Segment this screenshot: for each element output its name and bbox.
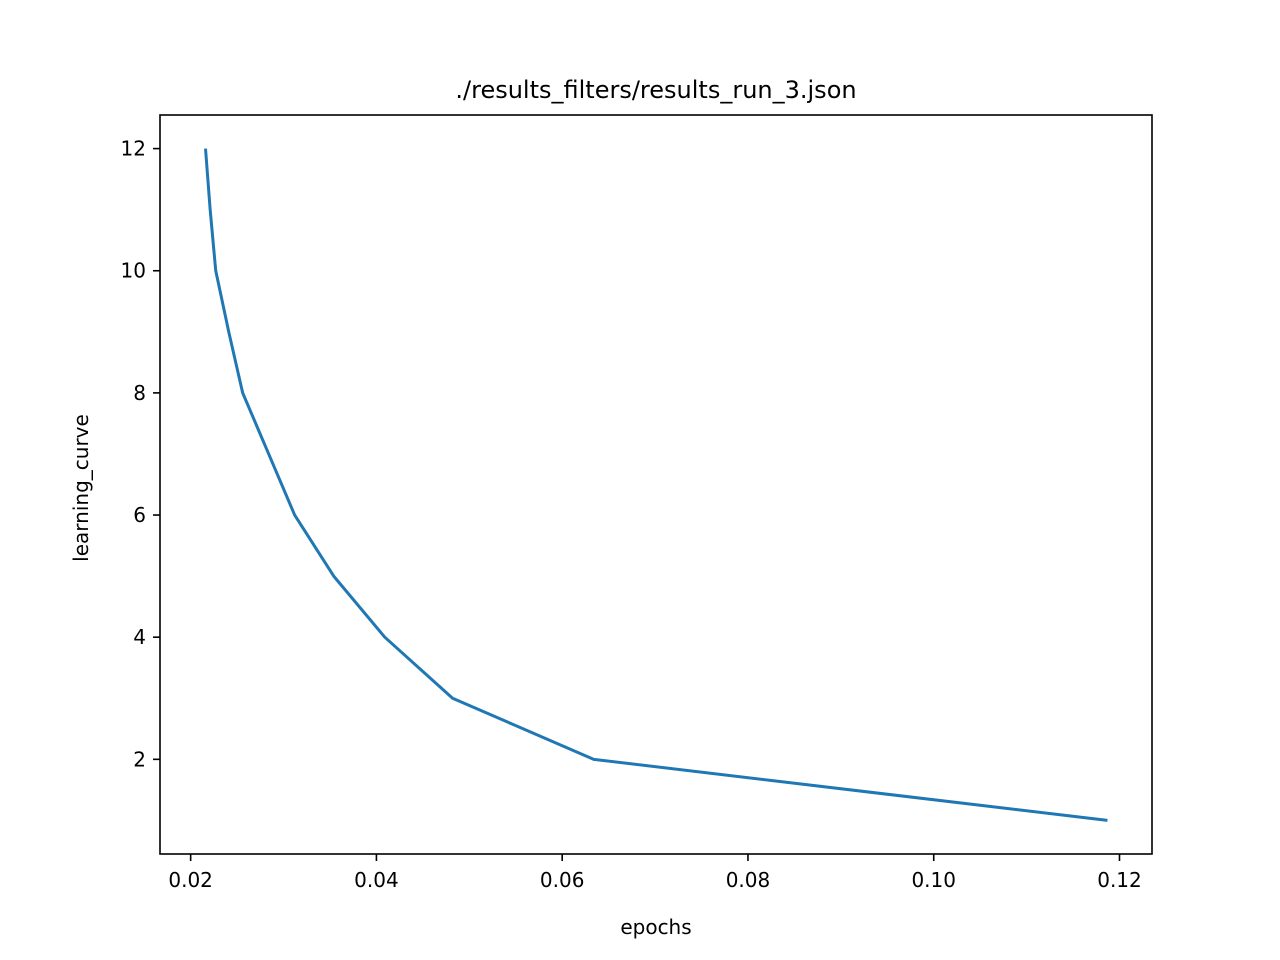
x-axis: 0.02 0.04 0.06 0.08 0.10 0.12: [168, 854, 1142, 892]
y-tick-label: 2: [133, 747, 146, 771]
x-tick-label: 0.08: [726, 868, 771, 892]
x-tick-label: 0.06: [540, 868, 585, 892]
y-axis: 2 4 6 8 10 12: [121, 137, 160, 771]
y-axis-label: learning_curve: [69, 414, 93, 562]
x-tick-label: 0.02: [168, 868, 213, 892]
x-tick-label: 0.12: [1097, 868, 1142, 892]
series-line-0: [204, 148, 1108, 822]
x-tick-label: 0.04: [354, 868, 399, 892]
x-tick-label: 0.10: [911, 868, 956, 892]
y-tick-label: 10: [121, 259, 146, 283]
y-tick-label: 4: [133, 625, 146, 649]
x-axis-label: epochs: [620, 915, 691, 939]
chart-title: ./results_filters/results_run_3.json: [455, 76, 856, 104]
y-tick-label: 8: [133, 381, 146, 405]
plot-frame: [159, 114, 1153, 855]
plot-area: [159, 114, 1153, 855]
y-tick-label: 6: [133, 503, 146, 527]
y-tick-label: 12: [121, 137, 146, 161]
